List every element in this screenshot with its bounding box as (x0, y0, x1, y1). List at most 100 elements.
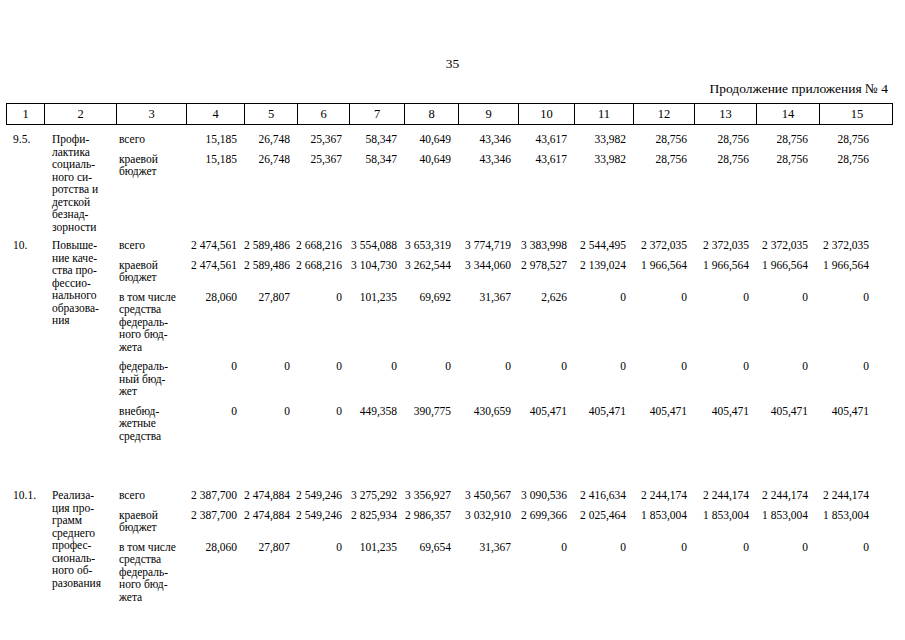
value-cell: 405,471 (573, 405, 632, 418)
value-cell: 2 668,216 (296, 259, 348, 272)
value-cell: 405,471 (818, 405, 893, 418)
value-cell: 43,346 (457, 133, 517, 146)
value-cell: 0 (296, 541, 348, 554)
value-cell: 0 (185, 360, 243, 373)
value-cell: 2 372,035 (818, 239, 893, 252)
value-cell: 0 (296, 360, 348, 373)
value-cell: 0 (755, 291, 818, 304)
value-cell: 43,617 (517, 153, 573, 166)
value-cell: 28,756 (632, 153, 693, 166)
column-header-9: 9 (458, 104, 518, 124)
value-cell: 0 (296, 291, 348, 304)
value-cell: 43,346 (457, 153, 517, 166)
value-cell: 58,347 (348, 133, 403, 146)
value-cell: 28,756 (755, 153, 818, 166)
budget-type-label: в том числе средства федераль- ного бюд-… (115, 291, 185, 354)
value-cell: 2 474,884 (243, 489, 296, 502)
value-cell: 2 699,366 (517, 509, 573, 522)
value-cell: 3 356,927 (403, 489, 457, 502)
value-cell: 2 474,561 (185, 259, 243, 272)
value-cell: 0 (573, 291, 632, 304)
value-cell: 101,235 (348, 291, 403, 304)
value-cell: 26,748 (243, 153, 296, 166)
value-cell: 0 (243, 405, 296, 418)
value-cell: 28,756 (693, 133, 755, 146)
row-subrows: всего2 474,5612 589,4862 668,2163 554,08… (115, 239, 893, 449)
value-cell: 3 104,730 (348, 259, 403, 272)
value-cell: 0 (185, 405, 243, 418)
value-cell: 3 554,088 (348, 239, 403, 252)
value-cell: 26,748 (243, 133, 296, 146)
budget-type-label: краевой бюджет (115, 259, 185, 284)
budget-type-label: всего (115, 239, 185, 252)
value-cell: 3 344,060 (457, 259, 517, 272)
column-header-13: 13 (694, 104, 756, 124)
value-cell: 0 (348, 360, 403, 373)
value-cell: 2 668,216 (296, 239, 348, 252)
value-cell: 25,367 (296, 153, 348, 166)
value-cell: 0 (632, 541, 693, 554)
row-subrows: всего2 387,7002 474,8842 549,2463 275,29… (115, 489, 893, 610)
value-cell: 2 244,174 (818, 489, 893, 502)
value-cell: 3 383,998 (517, 239, 573, 252)
value-cell: 40,649 (403, 153, 457, 166)
value-cell: 0 (693, 541, 755, 554)
value-cell: 0 (755, 360, 818, 373)
value-cell: 0 (818, 360, 893, 373)
value-cell: 40,649 (403, 133, 457, 146)
budget-subrow: краевой бюджет2 387,7002 474,8842 549,24… (115, 509, 893, 534)
value-cell: 0 (573, 541, 632, 554)
column-header-2: 2 (44, 104, 116, 124)
column-header-14: 14 (756, 104, 819, 124)
value-cell: 33,982 (573, 133, 632, 146)
value-cell: 28,060 (185, 291, 243, 304)
value-cell: 2 139,024 (573, 259, 632, 272)
value-cell: 101,235 (348, 541, 403, 554)
value-cell: 2 549,246 (296, 509, 348, 522)
value-cell: 69,654 (403, 541, 457, 554)
value-cell: 2 387,700 (185, 509, 243, 522)
budget-subrow: всего15,18526,74825,36758,34740,64943,34… (115, 133, 893, 146)
value-cell: 2 986,357 (403, 509, 457, 522)
value-cell: 2 025,464 (573, 509, 632, 522)
value-cell: 405,471 (632, 405, 693, 418)
column-header-5: 5 (244, 104, 297, 124)
value-cell: 1 853,004 (755, 509, 818, 522)
value-cell: 405,471 (693, 405, 755, 418)
value-cell: 1 853,004 (632, 509, 693, 522)
value-cell: 2 474,884 (243, 509, 296, 522)
value-cell: 15,185 (185, 133, 243, 146)
row-subrows: всего15,18526,74825,36758,34740,64943,34… (115, 133, 893, 185)
value-cell: 2 244,174 (693, 489, 755, 502)
value-cell: 31,367 (457, 541, 517, 554)
value-cell: 2 589,486 (243, 239, 296, 252)
value-cell: 2 978,527 (517, 259, 573, 272)
budget-subrow: федераль- ный бюд- жет000000000000 (115, 360, 893, 398)
value-cell: 1 853,004 (818, 509, 893, 522)
value-cell: 405,471 (517, 405, 573, 418)
value-cell: 15,185 (185, 153, 243, 166)
row-name: Реализа- ция про- грамм среднего профес-… (43, 489, 115, 589)
column-header-12: 12 (633, 104, 694, 124)
value-cell: 0 (517, 360, 573, 373)
table-body: 9.5.Профи- лактика социаль- ного си- рот… (6, 133, 893, 640)
value-cell: 1 966,564 (693, 259, 755, 272)
value-cell: 58,347 (348, 153, 403, 166)
value-cell: 2 549,246 (296, 489, 348, 502)
value-cell: 2 589,486 (243, 259, 296, 272)
budget-subrow: в том числе средства федераль- ного бюд-… (115, 541, 893, 604)
value-cell: 0 (818, 291, 893, 304)
table-row-10-1: 10.1.Реализа- ция про- грамм среднего пр… (6, 489, 893, 610)
budget-subrow: всего2 387,7002 474,8842 549,2463 275,29… (115, 489, 893, 502)
budget-type-label: краевой бюджет (115, 509, 185, 534)
budget-type-label: всего (115, 133, 185, 146)
budget-subrow: всего2 474,5612 589,4862 668,2163 554,08… (115, 239, 893, 252)
row-number: 10.1. (6, 489, 43, 502)
value-cell: 3 450,567 (457, 489, 517, 502)
value-cell: 3 032,910 (457, 509, 517, 522)
value-cell: 33,982 (573, 153, 632, 166)
value-cell: 43,617 (517, 133, 573, 146)
value-cell: 0 (243, 360, 296, 373)
value-cell: 0 (403, 360, 457, 373)
budget-type-label: всего (115, 489, 185, 502)
